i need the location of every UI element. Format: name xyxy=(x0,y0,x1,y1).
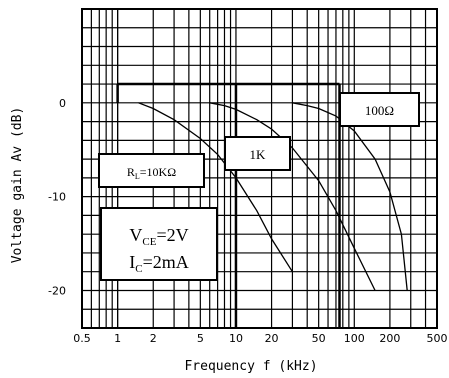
x-axis-title: Frequency f (kHz) xyxy=(184,359,317,374)
x-tick-labels: 0.5 1 2 5 10 20 50 100 200 500 xyxy=(73,332,447,345)
x-tick-label: 50 xyxy=(312,332,326,345)
x-tick-label: 5 xyxy=(197,332,204,345)
y-tick-label: 0 xyxy=(59,97,66,110)
condition-ic: IC=2mA xyxy=(129,252,189,275)
condition-box: VCE=2V IC=2mA xyxy=(100,207,218,281)
label-100ohm: 100Ω xyxy=(365,103,394,118)
plot-border xyxy=(81,8,438,329)
x-tick-label: 10 xyxy=(229,332,243,345)
reference-line xyxy=(116,82,341,328)
x-tick-label: 2 xyxy=(150,332,157,345)
x-tick-label: 100 xyxy=(344,332,365,345)
x-tick-label: 20 xyxy=(265,332,279,345)
label-box-100ohm: 100Ω xyxy=(339,92,420,127)
x-tick-label: 0.5 xyxy=(73,332,91,345)
y-tick-label: -20 xyxy=(48,284,66,297)
y-tick-label: -10 xyxy=(48,191,66,204)
label-rl-10k: RL=10KΩ xyxy=(127,165,176,181)
label-box-1k: 1K xyxy=(224,136,291,171)
condition-vce: VCE=2V xyxy=(129,225,188,248)
x-tick-label: 200 xyxy=(379,332,400,345)
label-box-rl-10k: RL=10KΩ xyxy=(98,153,205,188)
label-1k: 1K xyxy=(250,147,267,162)
y-axis-title: Voltage gain Av (dB) xyxy=(10,107,25,264)
series-line-2 xyxy=(292,102,408,291)
x-tick-label: 500 xyxy=(427,332,448,345)
y-tick-labels: 0 -10 -20 xyxy=(48,97,66,298)
x-tick-label: 1 xyxy=(114,332,121,345)
plot-frame xyxy=(81,8,438,329)
series-line-0 xyxy=(138,102,293,273)
